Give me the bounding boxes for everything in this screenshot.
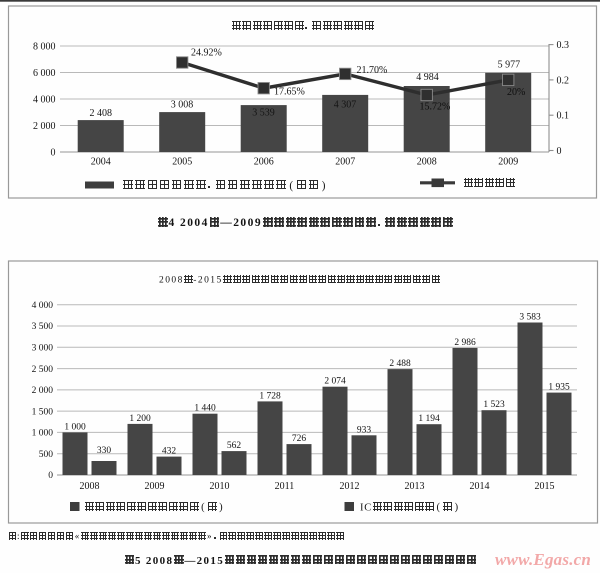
svg-text:1 200: 1 200 xyxy=(129,414,151,424)
svg-text:2007: 2007 xyxy=(335,157,355,168)
svg-text:4 307: 4 307 xyxy=(334,100,357,111)
svg-text:2 000: 2 000 xyxy=(33,121,56,132)
svg-text:21.70%: 21.70% xyxy=(357,65,388,76)
svg-text:1 194: 1 194 xyxy=(418,414,440,424)
svg-text:2008: 2008 xyxy=(80,481,100,492)
svg-text:2009: 2009 xyxy=(145,481,165,492)
svg-text:2014: 2014 xyxy=(470,481,490,492)
svg-text:2 986: 2 986 xyxy=(454,338,476,348)
svg-text:4 984: 4 984 xyxy=(416,72,439,83)
svg-text:0.1: 0.1 xyxy=(557,111,570,122)
svg-text:0: 0 xyxy=(51,147,56,158)
svg-text:726: 726 xyxy=(292,434,307,444)
svg-text:2004: 2004 xyxy=(91,157,111,168)
svg-text:6 000: 6 000 xyxy=(33,68,56,79)
svg-text:2 000: 2 000 xyxy=(32,386,54,396)
svg-text:1 728: 1 728 xyxy=(259,391,281,401)
svg-text:2009: 2009 xyxy=(498,157,518,168)
svg-text:2013: 2013 xyxy=(405,481,425,492)
svg-text:3 008: 3 008 xyxy=(171,100,194,111)
svg-text:5 977: 5 977 xyxy=(498,59,521,70)
svg-text:562: 562 xyxy=(227,441,242,451)
svg-text:2006: 2006 xyxy=(254,157,274,168)
svg-text:4 000: 4 000 xyxy=(33,94,56,105)
svg-text:1 440: 1 440 xyxy=(194,404,216,414)
svg-text:2015: 2015 xyxy=(535,481,555,492)
svg-text:1 500: 1 500 xyxy=(32,407,54,417)
svg-text:2 500: 2 500 xyxy=(32,365,54,375)
svg-text:2 074: 2 074 xyxy=(324,377,346,387)
svg-text:1 523: 1 523 xyxy=(483,400,505,410)
svg-text:4 000: 4 000 xyxy=(32,301,54,311)
svg-text:3 000: 3 000 xyxy=(32,343,54,353)
svg-text:2011: 2011 xyxy=(275,481,295,492)
svg-text:2 408: 2 408 xyxy=(89,108,112,119)
svg-text:330: 330 xyxy=(97,446,112,456)
svg-text:1 000: 1 000 xyxy=(32,429,54,439)
svg-text:2010: 2010 xyxy=(210,481,230,492)
svg-text:3 500: 3 500 xyxy=(32,322,54,332)
svg-text:0: 0 xyxy=(557,146,562,157)
svg-text:3 583: 3 583 xyxy=(519,312,541,322)
svg-text:432: 432 xyxy=(162,447,177,457)
svg-text:24.92%: 24.92% xyxy=(191,47,222,58)
svg-text:2 488: 2 488 xyxy=(389,359,411,369)
svg-text:8 000: 8 000 xyxy=(33,41,56,52)
svg-text:3 539: 3 539 xyxy=(252,107,275,118)
svg-text:933: 933 xyxy=(357,425,372,435)
svg-text:2005: 2005 xyxy=(172,157,192,168)
svg-text:17.65%: 17.65% xyxy=(274,87,305,98)
svg-text:2008: 2008 xyxy=(417,157,437,168)
svg-text:20%: 20% xyxy=(507,87,525,98)
svg-text:2012: 2012 xyxy=(340,481,360,492)
svg-text:15.72%: 15.72% xyxy=(420,102,451,113)
svg-text:500: 500 xyxy=(39,450,54,460)
svg-text:0.3: 0.3 xyxy=(557,40,570,51)
svg-text:1 935: 1 935 xyxy=(548,383,570,393)
svg-text:0.2: 0.2 xyxy=(557,75,570,86)
svg-text:1 000: 1 000 xyxy=(64,422,86,432)
svg-text:0: 0 xyxy=(48,471,53,481)
